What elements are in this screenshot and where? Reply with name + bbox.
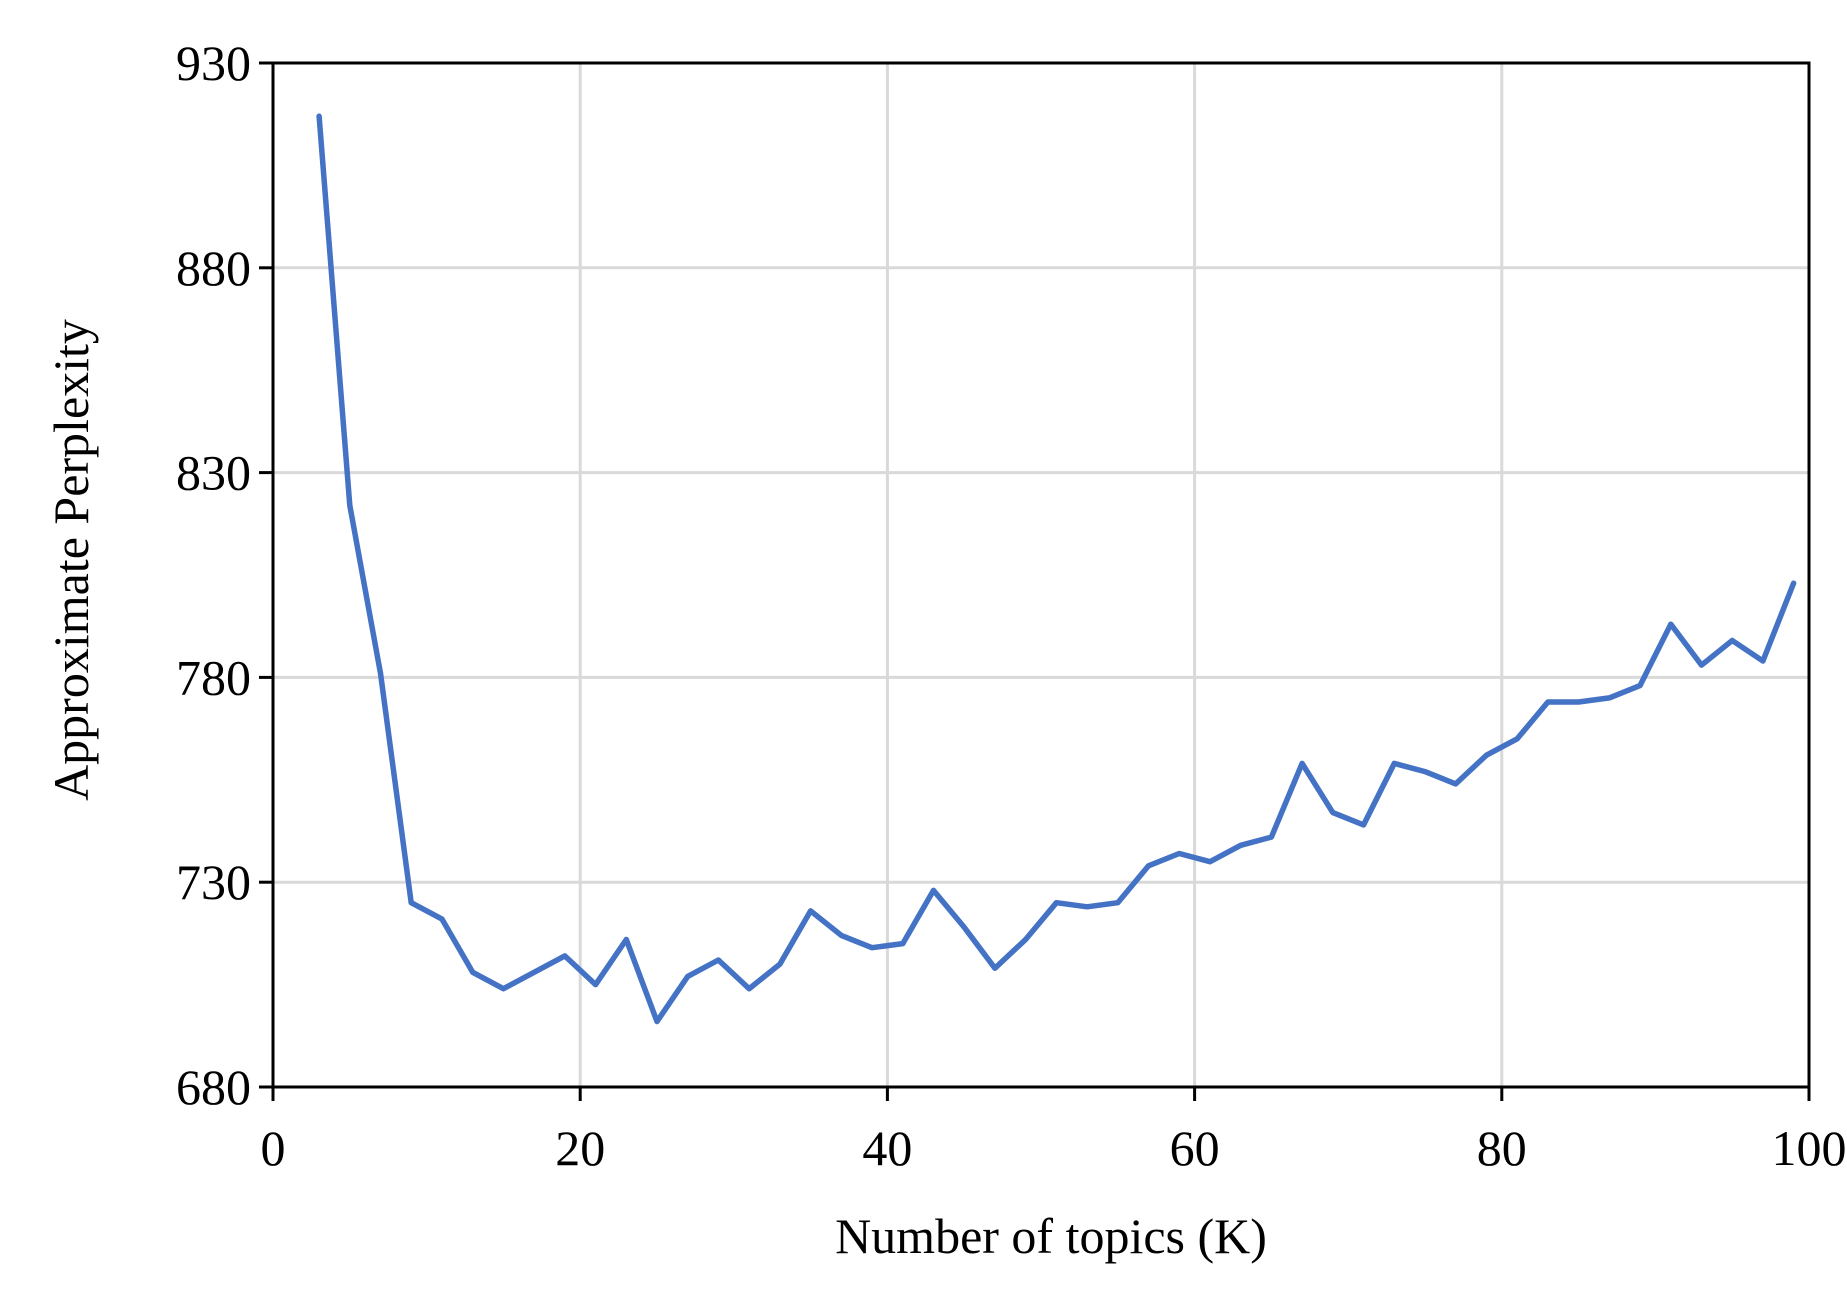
data-point [838, 932, 844, 938]
data-point [378, 670, 384, 676]
data-point [1268, 834, 1274, 840]
y-tick-label: 930 [176, 35, 251, 91]
data-point [1668, 621, 1674, 627]
data-point [1729, 638, 1735, 644]
x-tick-label: 100 [1772, 1120, 1847, 1176]
data-point [347, 502, 353, 508]
data-point [1176, 851, 1182, 857]
data-point [869, 945, 875, 951]
y-tick-label: 830 [176, 445, 251, 501]
data-point [1238, 842, 1244, 848]
y-tick-label: 730 [176, 854, 251, 910]
data-point [1023, 937, 1029, 943]
x-tick-label: 40 [862, 1120, 912, 1176]
labels-layer: 0 20 40 60 80 100 680 730 780 830 880 930 Number of … [43, 35, 1847, 1264]
axes-layer [259, 61, 1811, 1101]
data-point [1299, 760, 1305, 766]
data-point [808, 908, 814, 914]
data-point [562, 953, 568, 959]
x-tick-label: 60 [1170, 1120, 1220, 1176]
y-tick-label: 680 [176, 1059, 251, 1115]
data-point [1207, 859, 1213, 865]
data-point [1760, 658, 1766, 664]
data-point [439, 916, 445, 922]
data-point [1391, 760, 1397, 766]
data-point [593, 982, 599, 988]
data-point [531, 969, 537, 975]
y-tick-label: 780 [176, 649, 251, 705]
grid-layer [273, 63, 1809, 1087]
data-point [1545, 699, 1551, 705]
data-point [1361, 822, 1367, 828]
y-axis-title: Approximate Perplexity [43, 319, 99, 801]
y-tick-label: 880 [176, 240, 251, 296]
data-point [470, 969, 476, 975]
data-point [1453, 781, 1459, 787]
data-point [1115, 900, 1121, 906]
series-layer [316, 113, 1797, 1025]
data-point [930, 887, 936, 893]
data-point [500, 986, 506, 992]
data-point [1330, 810, 1336, 816]
perplexity-series-line [316, 113, 1797, 1025]
data-point [1637, 683, 1643, 689]
data-point [992, 965, 998, 971]
data-point [1053, 900, 1059, 906]
plot-frame [271, 61, 1811, 1089]
data-point [685, 973, 691, 979]
data-point [1084, 904, 1090, 910]
data-point [1606, 695, 1612, 701]
data-point [746, 986, 752, 992]
data-point [1576, 699, 1582, 705]
data-point [1483, 752, 1489, 758]
x-axis-title: Number of topics (K) [835, 1208, 1267, 1264]
data-point [900, 941, 906, 947]
x-tick-label: 0 [261, 1120, 286, 1176]
data-point [316, 113, 322, 119]
data-point [715, 957, 721, 963]
data-point [1514, 736, 1520, 742]
data-point [654, 1018, 660, 1024]
data-point [1698, 662, 1704, 668]
data-point [777, 961, 783, 967]
data-point [1146, 863, 1152, 869]
data-point [961, 924, 967, 930]
x-tick-label: 80 [1477, 1120, 1527, 1176]
x-tick-label: 20 [555, 1120, 605, 1176]
data-point [1791, 580, 1797, 586]
data-point [408, 900, 414, 906]
data-point [1422, 769, 1428, 775]
data-point [623, 937, 629, 943]
